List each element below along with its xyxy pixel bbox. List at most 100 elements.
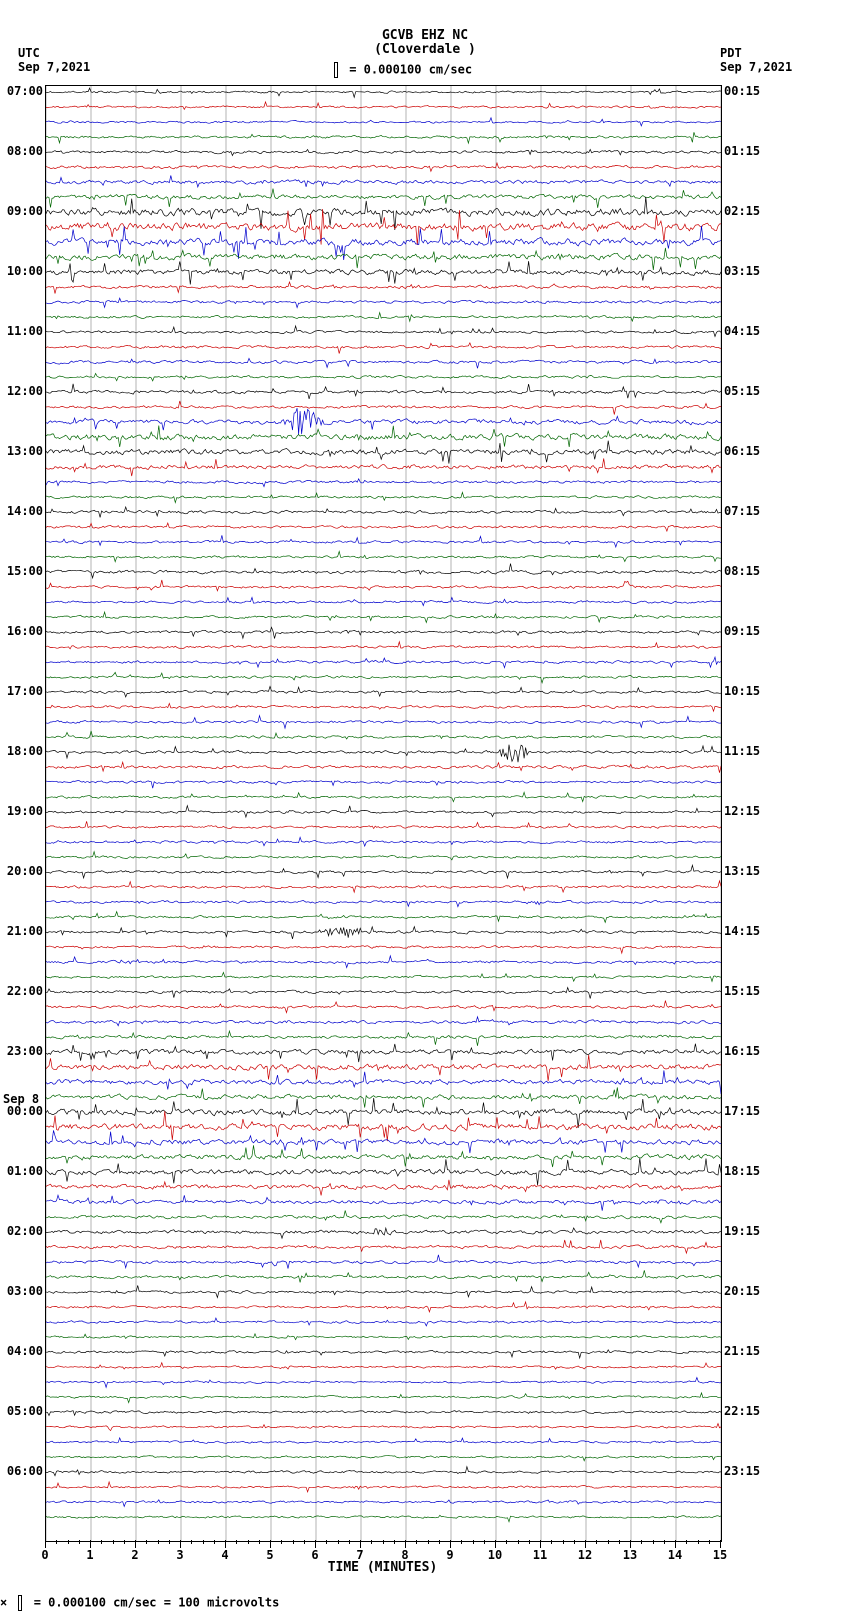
utc-hour-label: 23:00 (3, 1044, 43, 1058)
seismogram-trace (46, 1070, 721, 1094)
pdt-hour-label: 20:15 (724, 1284, 774, 1298)
utc-hour-label: 04:00 (3, 1344, 43, 1358)
utc-hour-label: 09:00 (3, 204, 43, 218)
pdt-hour-label: 14:15 (724, 924, 774, 938)
seismogram-trace (46, 900, 721, 906)
seismogram-trace (46, 1467, 721, 1476)
scale-indicator: = 0.000100 cm/sec (330, 62, 472, 78)
seismogram-trace (46, 612, 721, 622)
seismogram-trace (46, 1393, 721, 1403)
utc-hour-label: 14:00 (3, 504, 43, 518)
pdt-hour-label: 15:15 (724, 984, 774, 998)
pdt-hour-label: 23:15 (724, 1464, 774, 1478)
footer-prefix: × (0, 1596, 7, 1610)
utc-hour-label: 02:00 (3, 1224, 43, 1238)
seismogram-trace (46, 703, 721, 711)
seismogram-trace (46, 1482, 721, 1492)
pdt-hour-label: 03:15 (724, 264, 774, 278)
footer-scale: × = 0.000100 cm/sec = 100 microvolts (0, 1595, 279, 1611)
utc-hour-label: 05:00 (3, 1404, 43, 1418)
pdt-hour-label: 01:15 (724, 144, 774, 158)
seismogram-trace (46, 657, 721, 668)
seismogram-trace (46, 745, 721, 763)
seismogram-trace (46, 1363, 721, 1370)
seismogram-trace (46, 1424, 721, 1431)
pdt-hour-label: 04:15 (724, 324, 774, 338)
seismogram-trace (46, 1228, 721, 1238)
seismogram-trace (46, 441, 721, 464)
seismogram-trace (46, 1087, 721, 1107)
seismogram-trace (46, 672, 721, 682)
seismogram-trace (46, 479, 721, 487)
scale-text: = 0.000100 cm/sec (349, 63, 472, 77)
seismogram-trace (46, 1270, 721, 1282)
seismogram-trace (46, 408, 721, 435)
utc-hour-label: 18:00 (3, 744, 43, 758)
left-timezone: UTC (18, 46, 40, 60)
utc-hour-label: 03:00 (3, 1284, 43, 1298)
pdt-hour-label: 22:15 (724, 1404, 774, 1418)
seismogram-trace (46, 956, 721, 968)
seismogram-trace (46, 507, 721, 517)
seismogram-trace (46, 1350, 721, 1358)
left-date: Sep 7,2021 (18, 60, 90, 74)
pdt-hour-label: 08:15 (724, 564, 774, 578)
station-code: GCVB EHZ NC (340, 28, 510, 43)
seismogram-trace (46, 1017, 721, 1026)
seismogram-trace (46, 731, 721, 739)
utc-hour-label: 13:00 (3, 444, 43, 458)
seismogram-trace (46, 1285, 721, 1297)
seismogram-trace (46, 792, 721, 801)
seismogram-trace (46, 762, 721, 773)
seismogram-trace (46, 642, 721, 649)
pdt-hour-label: 05:15 (724, 384, 774, 398)
seismogram-trace (46, 1031, 721, 1046)
seismogram-trace (46, 597, 721, 605)
pdt-hour-label: 10:15 (724, 684, 774, 698)
seismogram-trace (46, 313, 721, 322)
x-axis-title: TIME (MINUTES) (45, 1560, 720, 1575)
seismogram-trace (46, 806, 721, 817)
seismogram-trace (46, 1111, 721, 1141)
seismogram-trace (46, 551, 721, 561)
seismogram-trace (46, 373, 721, 381)
seismogram-trace (46, 197, 721, 230)
utc-hour-label: 12:00 (3, 384, 43, 398)
seismogram-trace (46, 163, 721, 171)
utc-hour-label: 07:00 (3, 84, 43, 98)
seismogram-trace (46, 946, 721, 954)
footer-text: = 0.000100 cm/sec = 100 microvolts (34, 1596, 280, 1610)
seismogram-plot (45, 85, 722, 1542)
seismogram-trace (46, 1515, 721, 1521)
seismogram-trace (46, 1098, 721, 1128)
utc-hour-label: 08:00 (3, 144, 43, 158)
seismogram-trace (46, 426, 721, 448)
seismogram-trace (46, 492, 721, 502)
utc-hour-label: 01:00 (3, 1164, 43, 1178)
seismogram-trace (46, 1240, 721, 1253)
seismogram-trace (46, 1500, 721, 1507)
pdt-hour-label: 09:15 (724, 624, 774, 638)
seismogram-trace (46, 248, 721, 270)
utc-hour-label: 15:00 (3, 564, 43, 578)
seismogram-trace (46, 1055, 721, 1081)
seismogram-trace (46, 132, 721, 143)
pdt-hour-label: 00:15 (724, 84, 774, 98)
seismogram-trace (46, 102, 721, 110)
seismogram-trace (46, 1211, 721, 1223)
seismogram-svg (46, 86, 721, 1541)
seismogram-trace (46, 343, 721, 354)
seismogram-trace (46, 1255, 721, 1269)
right-date: Sep 7,2021 (720, 60, 792, 74)
utc-hour-label: 19:00 (3, 804, 43, 818)
seismogram-trace (46, 687, 721, 697)
scale-bar-icon (18, 1595, 22, 1611)
seismogram-trace (46, 1145, 721, 1167)
station-location: (Cloverdale ) (340, 42, 510, 57)
pdt-hour-label: 16:15 (724, 1044, 774, 1058)
utc-hour-label: 17:00 (3, 684, 43, 698)
seismogram-trace (46, 150, 721, 156)
utc-hour-label: 10:00 (3, 264, 43, 278)
pdt-hour-label: 12:15 (724, 804, 774, 818)
right-timezone: PDT (720, 46, 742, 60)
